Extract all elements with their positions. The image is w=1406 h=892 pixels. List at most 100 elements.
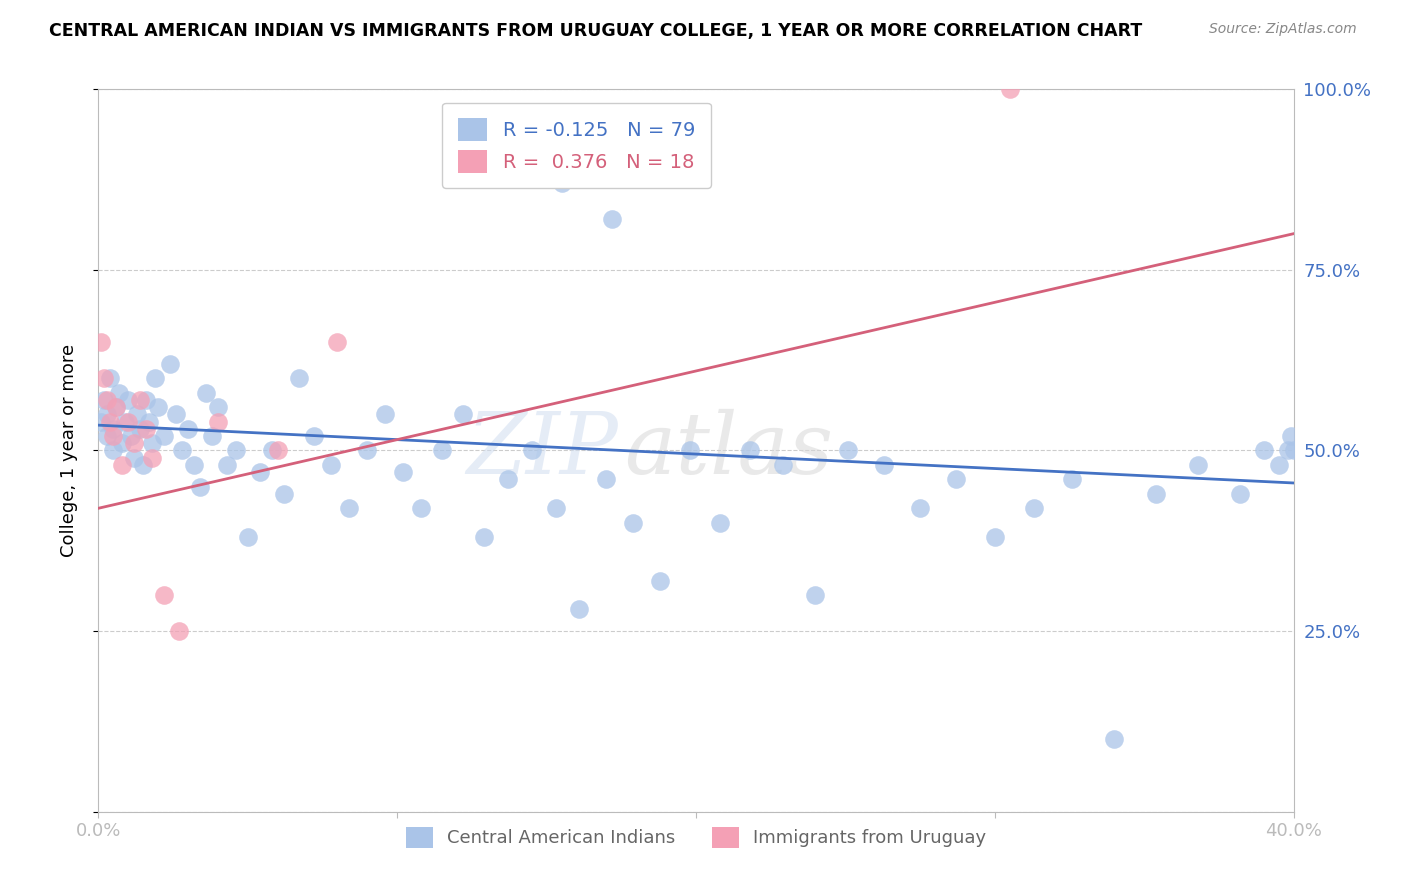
Point <box>93 371 115 385</box>
Point <box>249 465 271 479</box>
Point <box>98 371 122 385</box>
Point <box>96 407 118 421</box>
Point <box>120 429 142 443</box>
Point <box>1062 472 1084 486</box>
Point <box>998 82 1021 96</box>
Point <box>177 422 200 436</box>
Point <box>550 176 572 190</box>
Point <box>93 392 115 407</box>
Point <box>90 415 112 429</box>
Point <box>908 501 931 516</box>
Point <box>141 450 163 465</box>
Point <box>1187 458 1209 472</box>
Point <box>96 429 118 443</box>
Point <box>188 480 211 494</box>
Point <box>595 472 617 486</box>
Point <box>260 443 283 458</box>
Point <box>1277 443 1299 458</box>
Point <box>1104 732 1126 747</box>
Point <box>183 458 205 472</box>
Point <box>411 501 433 516</box>
Point <box>127 407 149 421</box>
Point <box>1144 487 1167 501</box>
Point <box>143 371 166 385</box>
Point <box>621 516 644 530</box>
Point <box>153 429 176 443</box>
Point <box>215 458 238 472</box>
Point <box>273 487 295 501</box>
Text: atlas: atlas <box>624 409 834 491</box>
Point <box>392 465 415 479</box>
Point <box>544 501 567 516</box>
Text: Source: ZipAtlas.com: Source: ZipAtlas.com <box>1209 22 1357 37</box>
Point <box>129 392 152 407</box>
Point <box>135 392 157 407</box>
Text: CENTRAL AMERICAN INDIAN VS IMMIGRANTS FROM URUGUAY COLLEGE, 1 YEAR OR MORE CORRE: CENTRAL AMERICAN INDIAN VS IMMIGRANTS FR… <box>49 22 1143 40</box>
Point <box>837 443 859 458</box>
Legend: Central American Indians, Immigrants from Uruguay: Central American Indians, Immigrants fro… <box>396 818 995 857</box>
Point <box>153 588 176 602</box>
Point <box>117 392 139 407</box>
Y-axis label: College, 1 year or more: College, 1 year or more <box>59 344 77 557</box>
Point <box>1279 429 1302 443</box>
Point <box>148 400 170 414</box>
Text: ZIP: ZIP <box>467 409 619 491</box>
Point <box>650 574 672 588</box>
Point <box>374 407 396 421</box>
Point <box>1253 443 1275 458</box>
Point <box>207 400 229 414</box>
Point <box>945 472 967 486</box>
Point <box>568 602 591 616</box>
Point <box>195 385 218 400</box>
Point <box>1022 501 1045 516</box>
Point <box>96 392 118 407</box>
Point <box>141 436 163 450</box>
Point <box>772 458 794 472</box>
Point <box>111 436 134 450</box>
Point <box>124 450 146 465</box>
Point <box>108 385 131 400</box>
Point <box>267 443 290 458</box>
Point <box>709 516 731 530</box>
Point <box>103 429 125 443</box>
Point <box>129 422 152 436</box>
Point <box>321 458 343 472</box>
Point <box>1229 487 1251 501</box>
Point <box>225 443 247 458</box>
Point <box>167 624 190 639</box>
Point <box>132 458 155 472</box>
Point <box>738 443 761 458</box>
Point <box>472 530 495 544</box>
Point <box>602 212 624 227</box>
Point <box>236 530 259 544</box>
Point <box>165 407 187 421</box>
Point <box>984 530 1007 544</box>
Point <box>1267 458 1289 472</box>
Point <box>159 357 181 371</box>
Point <box>207 415 229 429</box>
Point <box>520 443 543 458</box>
Point <box>117 415 139 429</box>
Point <box>804 588 827 602</box>
Point <box>326 334 349 349</box>
Point <box>114 415 136 429</box>
Point <box>105 400 128 414</box>
Point <box>201 429 224 443</box>
Point <box>302 429 325 443</box>
Point <box>873 458 896 472</box>
Point <box>287 371 309 385</box>
Point <box>90 334 112 349</box>
Point <box>496 472 519 486</box>
Point <box>103 422 125 436</box>
Point <box>451 407 474 421</box>
Point <box>135 422 157 436</box>
Point <box>172 443 194 458</box>
Point <box>103 443 125 458</box>
Point <box>111 458 134 472</box>
Point <box>124 436 146 450</box>
Point <box>430 443 453 458</box>
Point <box>98 415 122 429</box>
Point <box>138 415 160 429</box>
Point <box>356 443 378 458</box>
Point <box>1282 443 1305 458</box>
